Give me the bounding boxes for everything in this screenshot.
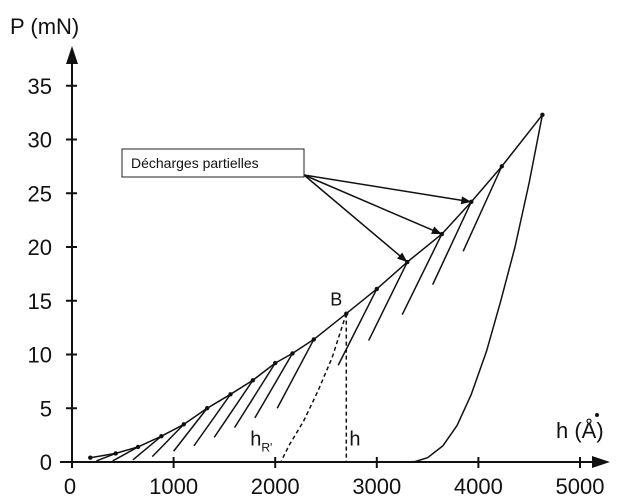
y-tick-label: 20 — [28, 235, 52, 260]
annotation-label-h: h — [349, 429, 360, 451]
annotation-leader-line — [303, 174, 472, 203]
y-tick-label: 5 — [40, 396, 52, 421]
partial-unloading-line — [213, 379, 254, 438]
data-point — [273, 360, 278, 366]
partial-unloading-line — [112, 446, 139, 462]
annotation-label-b: B — [330, 289, 342, 309]
y-axis-title: P (mN) — [10, 14, 79, 39]
loading-curve — [90, 114, 543, 459]
partial-unloading-line — [367, 261, 408, 341]
unloading-dashed-curve — [280, 313, 348, 462]
partial-unloading-line — [276, 339, 315, 409]
data-point — [181, 422, 186, 427]
data-point — [113, 451, 118, 456]
data-point — [344, 311, 349, 316]
series-layer — [90, 114, 544, 463]
partial-unloading-line — [96, 452, 116, 462]
x-tick-label: 0 — [64, 474, 76, 499]
y-tick-label: 15 — [28, 289, 52, 314]
data-point — [540, 112, 545, 117]
partial-unloading-line — [462, 166, 503, 252]
data-point — [88, 455, 93, 460]
partial-unloading-line — [401, 233, 443, 316]
y-ticks: 0 5 10 15 20 25 30 35 — [28, 74, 77, 475]
x-ticks: 0 1000 2000 3000 4000 5000 — [64, 457, 605, 499]
partial-unloading-line — [432, 201, 472, 285]
annotation-label-hr: hR' — [250, 429, 272, 455]
x-tick-label: 5000 — [556, 474, 605, 499]
annotation-arrowhead — [397, 252, 408, 263]
y-tick-label: 30 — [28, 128, 52, 153]
y-axis-arrow — [66, 46, 78, 64]
data-point — [374, 286, 379, 292]
y-tick-label: 25 — [28, 181, 52, 206]
y-tick-label: 35 — [28, 74, 52, 99]
x-tick-label: 1000 — [149, 474, 198, 499]
partial-unloading-line — [233, 362, 276, 428]
data-point — [499, 164, 504, 169]
data-point — [311, 337, 317, 342]
x-tick-label: 4000 — [454, 474, 503, 499]
data-point — [204, 406, 210, 411]
unloading-final-curve — [405, 114, 544, 463]
annotation-leader-line — [303, 174, 443, 235]
annotation-text: Décharges partielles — [131, 155, 259, 171]
partial-unloading-line — [132, 435, 162, 461]
data-point — [159, 434, 164, 439]
y-tick-label: 0 — [40, 450, 52, 475]
annotation-leader-line — [303, 174, 408, 263]
x-axis-arrow — [592, 456, 610, 468]
annotation-layer: Décharges partielles Bh hR' — [121, 148, 472, 455]
partial-unloading-line — [151, 423, 185, 458]
data-point — [228, 392, 233, 397]
x-tick-label: 3000 — [352, 474, 401, 499]
y-tick-label: 10 — [28, 343, 52, 368]
annotation-arrowhead — [460, 196, 472, 205]
x-axis-title: h (Å) — [556, 418, 604, 443]
x-tick-label: 2000 — [251, 474, 300, 499]
angstrom-dot — [595, 413, 599, 417]
axes — [60, 46, 610, 468]
partial-unloading-line — [337, 288, 378, 366]
partial-unloading-line — [173, 407, 208, 452]
annotation-box — [121, 148, 305, 178]
data-point — [290, 351, 295, 356]
annotation-subscript: R' — [261, 441, 272, 455]
annotation-arrowhead — [431, 226, 442, 235]
data-point — [135, 444, 141, 450]
partial-unloading-line — [254, 353, 294, 419]
partial-unloading-line — [193, 393, 232, 447]
data-point — [250, 378, 256, 383]
